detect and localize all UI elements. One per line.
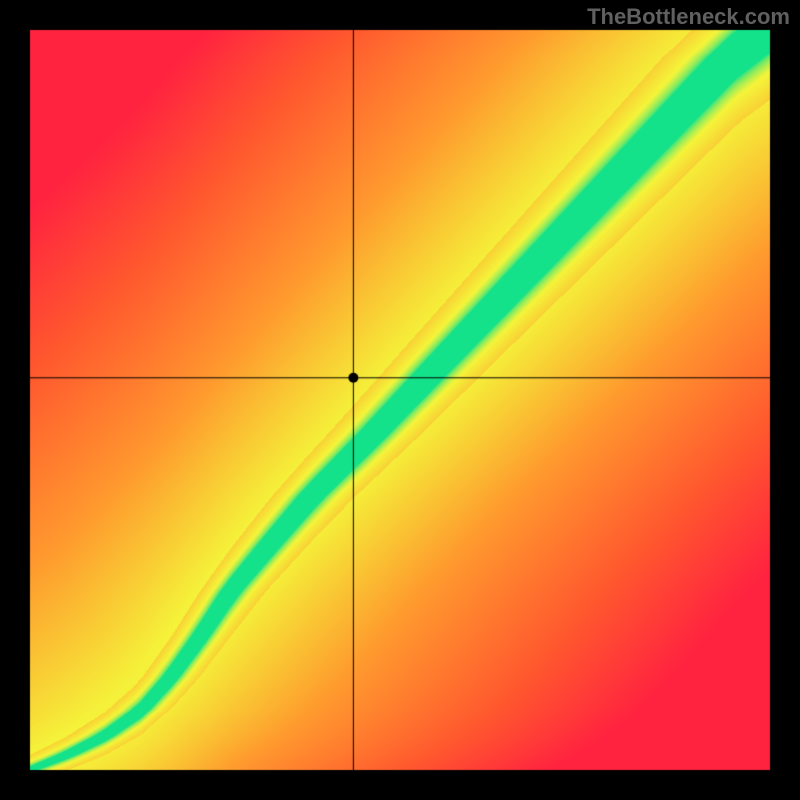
watermark-text: TheBottleneck.com (587, 4, 790, 30)
bottleneck-heatmap (0, 0, 800, 800)
chart-container: TheBottleneck.com (0, 0, 800, 800)
